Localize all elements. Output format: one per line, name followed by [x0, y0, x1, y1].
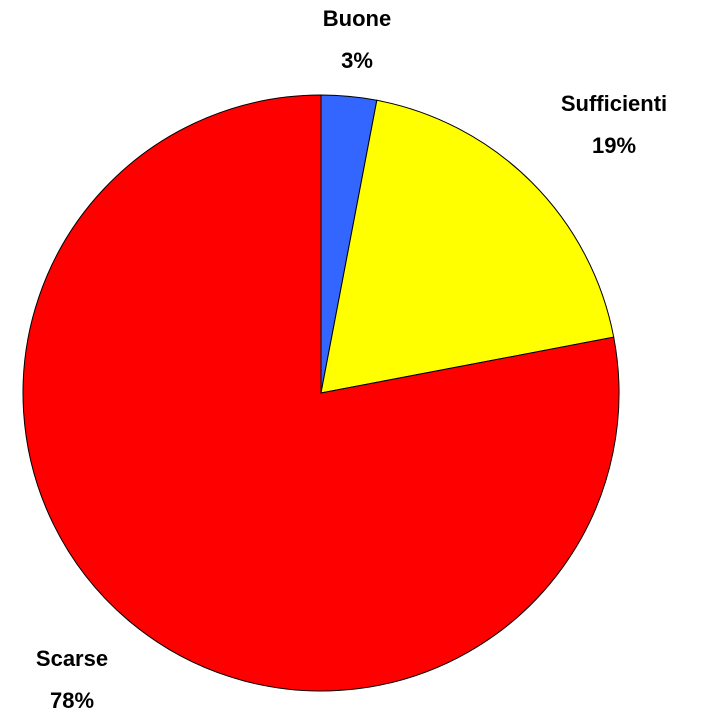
slice-value-label: 19%	[592, 133, 636, 158]
pie-slice	[320, 99, 615, 394]
pie-slice	[22, 94, 620, 692]
slice-value-label: 78%	[50, 688, 94, 710]
slice-label: Buone	[323, 6, 391, 31]
slice-label: Sufficienti	[561, 91, 667, 116]
slice-label: Scarse	[36, 646, 108, 671]
slice-value-label: 3%	[341, 48, 373, 73]
